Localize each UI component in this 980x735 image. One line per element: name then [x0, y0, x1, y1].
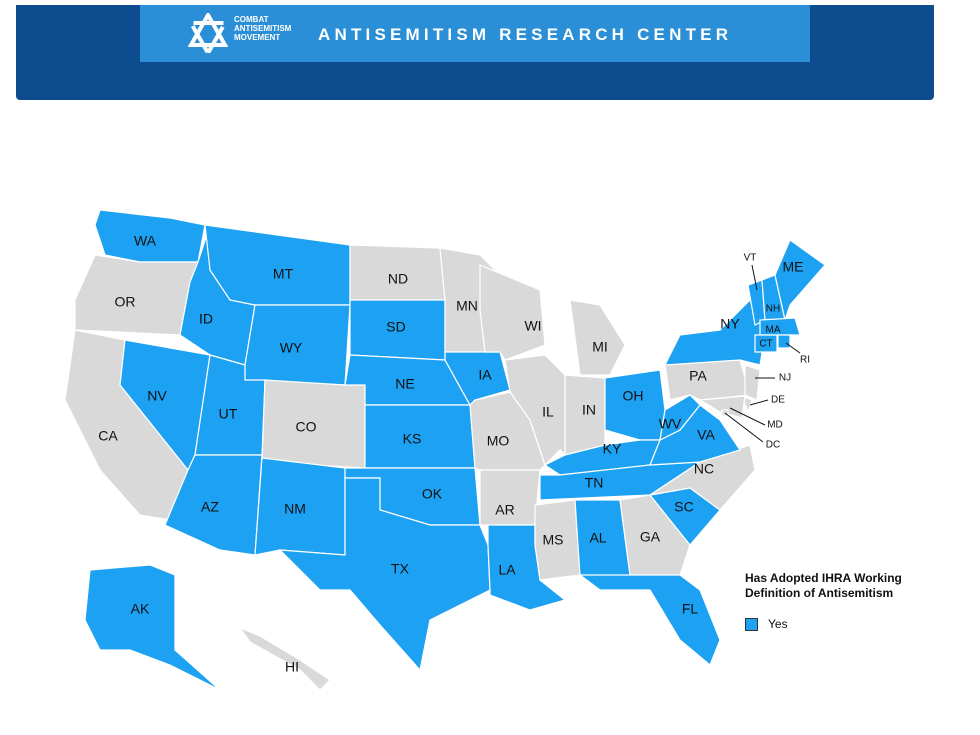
state-label: NJ — [779, 373, 791, 384]
state-label: NY — [720, 316, 740, 332]
state — [504, 354, 566, 467]
state-label: TN — [585, 475, 604, 491]
logo-line: COMBAT — [234, 15, 269, 24]
state — [744, 364, 761, 401]
state-label: NH — [766, 304, 780, 315]
state-label: IL — [542, 404, 554, 420]
state-label: NE — [395, 376, 414, 392]
state-label: VT — [744, 253, 757, 264]
state-label: FL — [682, 601, 699, 617]
state-label: WA — [134, 233, 157, 249]
state — [569, 299, 626, 376]
state-label: SC — [674, 499, 693, 515]
state-label: ID — [199, 311, 213, 327]
state — [759, 317, 801, 336]
state — [479, 264, 546, 361]
state-label: AK — [131, 601, 150, 617]
logo-text: COMBAT ANTISEMITISM MOVEMENT — [234, 15, 291, 42]
state-label: TX — [391, 561, 410, 577]
state — [774, 239, 826, 323]
state-label: ME — [783, 259, 804, 275]
state-label: DC — [766, 440, 780, 451]
state-label: CO — [296, 419, 317, 435]
state — [659, 394, 701, 442]
state-label: GA — [640, 529, 661, 545]
legend-item: Yes — [745, 617, 788, 631]
state — [604, 369, 666, 441]
leader-line — [785, 342, 801, 354]
state-label: HI — [285, 659, 299, 675]
header: COMBAT ANTISEMITISM MOVEMENT ANTISEMITIS… — [16, 5, 934, 100]
state-label: OR — [115, 294, 136, 310]
state-label: NV — [147, 388, 167, 404]
state-label: KS — [403, 431, 422, 447]
logo-line: MOVEMENT — [234, 33, 281, 42]
state-label: MS — [543, 532, 564, 548]
leader-line — [724, 412, 764, 443]
state-label: MA — [766, 325, 781, 336]
state-label: WI — [524, 318, 541, 334]
state — [534, 499, 581, 581]
state — [164, 454, 263, 556]
leader-line — [749, 399, 769, 406]
state — [74, 254, 199, 336]
legend-label: Yes — [768, 617, 788, 631]
state — [619, 494, 691, 576]
state-label: LA — [498, 562, 516, 578]
state-label: MI — [592, 339, 608, 355]
legend-title: Has Adopted IHRA Working Definition of A… — [745, 571, 902, 600]
header-band: COMBAT ANTISEMITISM MOVEMENT ANTISEMITIS… — [140, 5, 810, 62]
state — [238, 626, 331, 691]
state-label: AR — [495, 502, 514, 518]
state-label: MN — [456, 298, 478, 314]
state-label: PA — [689, 368, 707, 384]
state-label: WY — [280, 340, 303, 356]
state-label: CT — [759, 339, 772, 350]
logo-star — [188, 13, 228, 53]
state-label: IA — [478, 367, 492, 383]
state — [698, 395, 746, 419]
state — [84, 564, 221, 691]
state-label: SD — [386, 319, 405, 335]
logo-line: ANTISEMITISM — [234, 24, 292, 33]
state-label: AL — [589, 530, 606, 546]
state-label: MT — [273, 266, 294, 282]
state — [663, 298, 766, 366]
state-label: UT — [219, 406, 238, 422]
state-label: AZ — [201, 499, 219, 515]
state-label: CA — [98, 428, 118, 444]
state-label: RI — [800, 355, 810, 366]
state — [649, 444, 756, 511]
state-label: KY — [603, 441, 622, 457]
state-label: DE — [771, 395, 785, 406]
state-label: MD — [767, 420, 783, 431]
state-label: OH — [623, 388, 644, 404]
leader-line — [751, 264, 758, 291]
state-label: WV — [659, 416, 682, 432]
state — [664, 359, 751, 401]
state-label: OK — [422, 486, 443, 502]
leader-line — [729, 407, 766, 426]
header-title: ANTISEMITISM RESEARCH CENTER — [318, 25, 733, 44]
state-label: IN — [582, 402, 596, 418]
state-label: NM — [284, 501, 306, 517]
state-label: VA — [697, 427, 715, 443]
state — [278, 477, 491, 672]
state — [754, 334, 778, 353]
state-label: MO — [487, 433, 510, 449]
state — [578, 574, 721, 666]
legend-swatch — [745, 617, 758, 631]
state — [777, 334, 791, 349]
state-label: NC — [694, 461, 714, 477]
state-label: ND — [388, 271, 408, 287]
